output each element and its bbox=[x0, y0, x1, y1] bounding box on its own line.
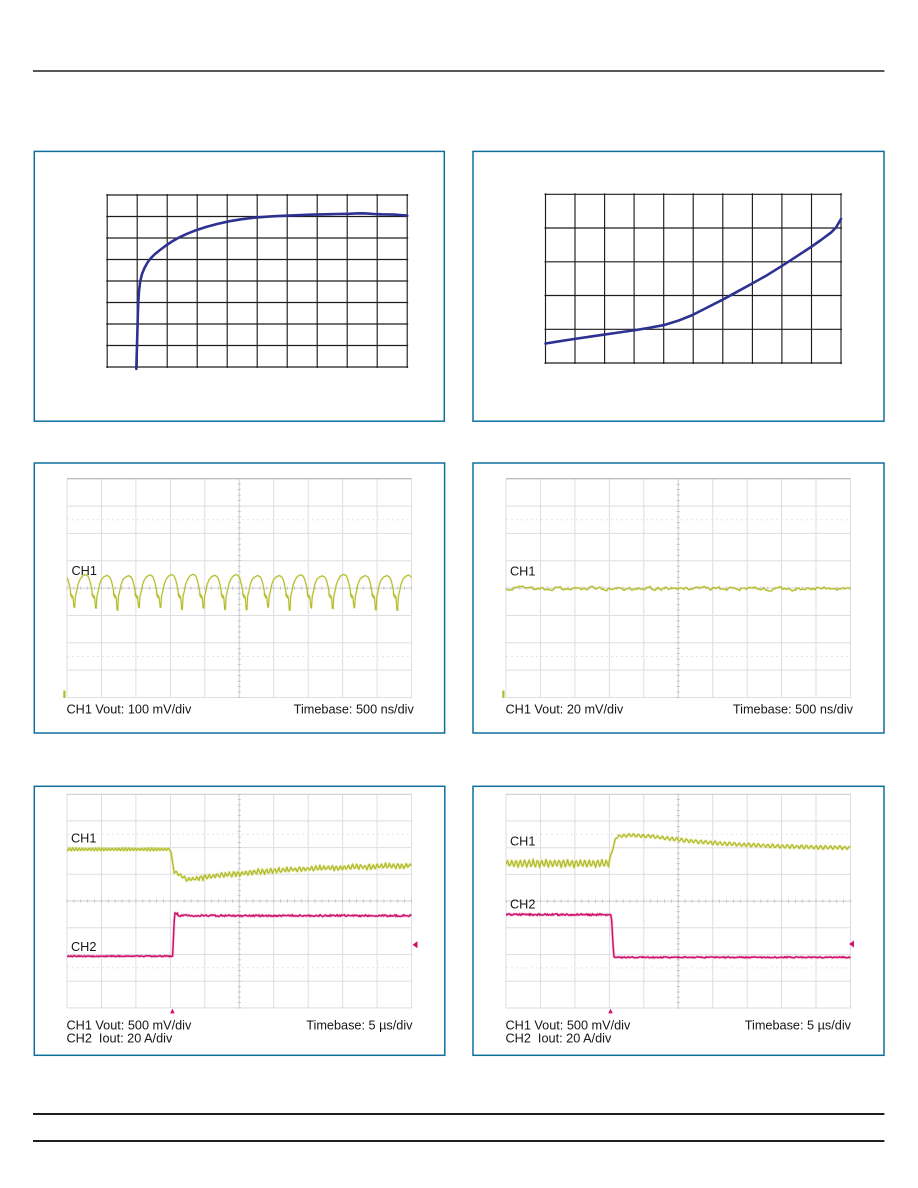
svg-text:Timebase: 500 ns/div: Timebase: 500 ns/div bbox=[294, 703, 415, 717]
svg-text:CH2 Iout: 20 A/div: CH2 Iout: 20 A/div bbox=[506, 1032, 612, 1046]
svg-text:CH1: CH1 bbox=[510, 565, 535, 579]
svg-text:Timebase: 5 µs/div: Timebase: 5 µs/div bbox=[306, 1019, 413, 1033]
svg-text:CH1 Vout: 500 mV/div: CH1 Vout: 500 mV/div bbox=[67, 1019, 192, 1033]
svg-text:CH1: CH1 bbox=[72, 564, 97, 578]
svg-text:CH2: CH2 bbox=[510, 898, 535, 912]
svg-text:CH1 Vout: 500 mV/div: CH1 Vout: 500 mV/div bbox=[506, 1019, 631, 1033]
svg-text:CH2: CH2 bbox=[71, 940, 96, 954]
svg-text:CH1 Vout: 20 mV/div: CH1 Vout: 20 mV/div bbox=[506, 703, 624, 717]
svg-text:Timebase: 5 µs/div: Timebase: 5 µs/div bbox=[745, 1019, 852, 1033]
svg-text:CH1 Vout: 100 mV/div: CH1 Vout: 100 mV/div bbox=[67, 703, 192, 717]
svg-text:Timebase: 500 ns/div: Timebase: 500 ns/div bbox=[733, 703, 854, 717]
svg-text:CH2 Iout: 20 A/div: CH2 Iout: 20 A/div bbox=[67, 1032, 173, 1046]
svg-text:CH1: CH1 bbox=[510, 835, 535, 849]
svg-text:CH1: CH1 bbox=[71, 831, 96, 845]
